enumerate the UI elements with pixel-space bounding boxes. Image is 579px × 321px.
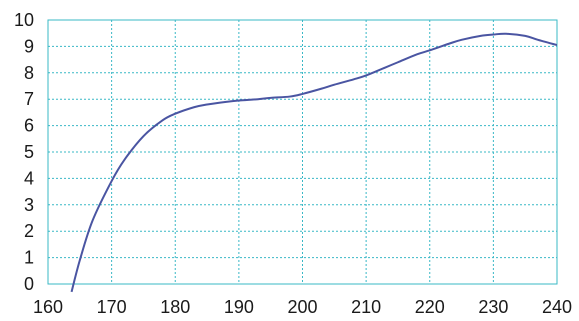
y-tick-label: 5 bbox=[24, 142, 34, 162]
x-tick-label: 220 bbox=[415, 297, 445, 317]
y-tick-label: 0 bbox=[24, 274, 34, 294]
x-tick-label: 210 bbox=[351, 297, 381, 317]
x-tick-label: 200 bbox=[287, 297, 317, 317]
y-axis-tick-labels: 0 1 2 3 4 5 6 7 8 9 10 bbox=[14, 10, 34, 294]
x-tick-label: 160 bbox=[33, 297, 63, 317]
x-tick-label: 240 bbox=[542, 297, 572, 317]
y-tick-label: 10 bbox=[14, 10, 34, 30]
y-tick-label: 7 bbox=[24, 89, 34, 109]
y-tick-label: 6 bbox=[24, 116, 34, 136]
x-tick-label: 170 bbox=[97, 297, 127, 317]
x-axis-tick-labels: 160 170 180 190 200 210 220 230 240 bbox=[33, 297, 572, 317]
x-tick-label: 190 bbox=[224, 297, 254, 317]
y-tick-label: 2 bbox=[24, 221, 34, 241]
y-tick-label: 1 bbox=[24, 248, 34, 268]
y-tick-label: 3 bbox=[24, 195, 34, 215]
x-tick-label: 230 bbox=[478, 297, 508, 317]
y-tick-label: 9 bbox=[24, 36, 34, 56]
x-tick-label: 180 bbox=[160, 297, 190, 317]
grid bbox=[48, 20, 557, 284]
y-tick-label: 8 bbox=[24, 63, 34, 83]
y-tick-label: 4 bbox=[24, 168, 34, 188]
